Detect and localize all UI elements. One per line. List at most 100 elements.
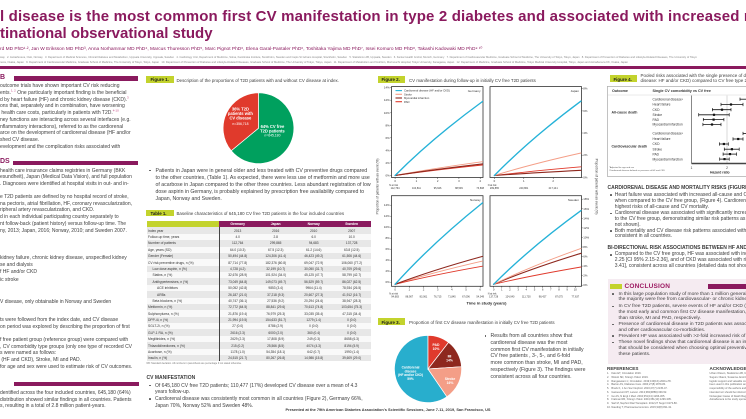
svg-text:2: 2 — [552, 179, 554, 183]
svg-text:0: 0 — [394, 179, 396, 183]
svg-text:Stroke: Stroke — [404, 92, 412, 96]
svg-text:14%: 14% — [384, 86, 390, 90]
svg-text:124,040: 124,040 — [505, 296, 515, 299]
svg-text:8%: 8% — [386, 236, 391, 240]
svg-text:98,427: 98,427 — [539, 296, 547, 299]
svg-text:12%: 12% — [384, 98, 390, 102]
svg-text:0%: 0% — [386, 280, 391, 284]
svg-text:87,075: 87,075 — [555, 296, 563, 299]
svg-text:4%: 4% — [583, 131, 588, 135]
svg-text:Outcome: Outcome — [612, 89, 628, 93]
svg-text:Proportion of patients with an: Proportion of patients with an event (%) — [375, 159, 379, 215]
svg-text:1: 1 — [523, 179, 525, 183]
svg-text:18%: 18% — [583, 197, 589, 201]
svg-text:217,141: 217,141 — [549, 187, 559, 190]
svg-text:2: 2 — [423, 288, 425, 292]
svg-text:0%: 0% — [386, 174, 391, 178]
svg-text:4%: 4% — [386, 148, 391, 152]
svg-text:10: 10 — [574, 288, 578, 292]
svg-text:N at risk: N at risk — [488, 293, 498, 296]
svg-text:Cardiorenal disease (HF and/or: Cardiorenal disease (HF and/or CKD) — [404, 89, 450, 93]
svg-text:1: 1 — [501, 288, 503, 292]
svg-text:88,907: 88,907 — [405, 296, 413, 299]
svg-text:6%: 6% — [386, 136, 391, 140]
svg-text:8%: 8% — [386, 123, 391, 127]
svg-text:Norway: Norway — [470, 198, 481, 202]
svg-text:Cardiorenal disease¹: Cardiorenal disease¹ — [653, 132, 684, 136]
svg-text:Cardiovascular death: Cardiovascular death — [612, 145, 648, 149]
svg-text:2: 2 — [726, 166, 728, 170]
svg-text:0%: 0% — [583, 283, 588, 287]
svg-text:3: 3 — [458, 179, 460, 183]
svg-text:Heart failure: Heart failure — [653, 137, 671, 141]
svg-text:2%: 2% — [583, 274, 588, 278]
svg-text:8%: 8% — [583, 87, 588, 91]
svg-text:5: 5 — [465, 288, 467, 292]
svg-text:10%: 10% — [384, 111, 390, 115]
svg-text:5: 5 — [534, 288, 536, 292]
svg-text:0%: 0% — [583, 175, 588, 179]
svg-text:0: 0 — [494, 179, 496, 183]
svg-text:PAD: PAD — [653, 152, 660, 156]
svg-text:77,637: 77,637 — [571, 296, 579, 299]
svg-text:299,865: 299,865 — [490, 187, 500, 190]
svg-text:76,715: 76,715 — [434, 296, 442, 299]
svg-text:Stroke: Stroke — [653, 147, 663, 151]
svg-text:CKD: CKD — [653, 108, 661, 112]
svg-text:12%: 12% — [583, 226, 589, 230]
svg-text:95,626: 95,626 — [434, 187, 442, 190]
svg-text:All-cause death: All-cause death — [612, 111, 638, 115]
svg-text:N at risk: N at risk — [488, 184, 498, 187]
svg-text:Cardiorenal disease¹: Cardiorenal disease¹ — [653, 97, 684, 101]
svg-text:6%: 6% — [386, 247, 391, 251]
svg-text:10%: 10% — [384, 225, 390, 229]
svg-text:83,061: 83,061 — [420, 296, 428, 299]
svg-text:3: 3 — [517, 288, 519, 292]
svg-text:Hazard ratio: Hazard ratio — [710, 171, 730, 175]
svg-text:Myocardial infarction: Myocardial infarction — [653, 123, 683, 127]
svg-text:Sweden: Sweden — [568, 198, 579, 202]
svg-text:9: 9 — [566, 288, 568, 292]
svg-text:CKD: CKD — [653, 142, 661, 146]
svg-text:*Adjusted for age and sex: *Adjusted for age and sex — [609, 166, 635, 169]
svg-text:2: 2 — [509, 288, 511, 292]
svg-text:94,683: 94,683 — [391, 296, 399, 299]
svg-text:Stroke: Stroke — [653, 113, 663, 117]
svg-text:14%: 14% — [583, 216, 589, 220]
svg-text:Single CV comorbidity vs CV fr: Single CV comorbidity vs CV free — [653, 89, 711, 93]
svg-text:14%: 14% — [384, 203, 390, 207]
svg-text:4: 4 — [479, 179, 481, 183]
svg-text:88,509: 88,509 — [455, 187, 463, 190]
svg-text:6%: 6% — [583, 255, 588, 259]
svg-text:2%: 2% — [386, 161, 391, 165]
svg-text:n=645,180: n=645,180 — [264, 134, 280, 138]
svg-text:1: 1 — [409, 288, 411, 292]
svg-text:n=356,718: n=356,718 — [232, 122, 248, 126]
svg-text:240,861: 240,861 — [519, 187, 529, 190]
svg-text:Time in study (years): Time in study (years) — [467, 300, 508, 305]
svg-text:7: 7 — [550, 288, 552, 292]
svg-text:111,730: 111,730 — [522, 296, 531, 299]
svg-text:112,764: 112,764 — [391, 187, 400, 190]
svg-text:Germany: Germany — [468, 89, 481, 93]
svg-text:71,845: 71,845 — [448, 296, 456, 299]
svg-text:0: 0 — [493, 288, 495, 292]
svg-text:6: 6 — [542, 288, 544, 292]
svg-text:2%: 2% — [386, 269, 391, 273]
svg-text:Myocardial infarction: Myocardial infarction — [404, 96, 430, 100]
svg-text:¹Cardiorenal disease defined a: ¹Cardiorenal disease defined as presence… — [609, 169, 665, 172]
svg-text:104,811: 104,811 — [412, 187, 421, 190]
svg-text:2%: 2% — [583, 153, 588, 157]
svg-text:3: 3 — [437, 288, 439, 292]
svg-text:67,096: 67,096 — [462, 296, 470, 299]
svg-text:10%: 10% — [583, 235, 589, 239]
svg-text:Myocardial infarction: Myocardial infarction — [653, 157, 683, 161]
svg-text:6: 6 — [479, 288, 481, 292]
svg-text:PAD: PAD — [653, 118, 660, 122]
svg-text:54,049: 54,049 — [476, 296, 484, 299]
svg-text:4%: 4% — [583, 264, 588, 268]
svg-text:12%: 12% — [384, 214, 390, 218]
